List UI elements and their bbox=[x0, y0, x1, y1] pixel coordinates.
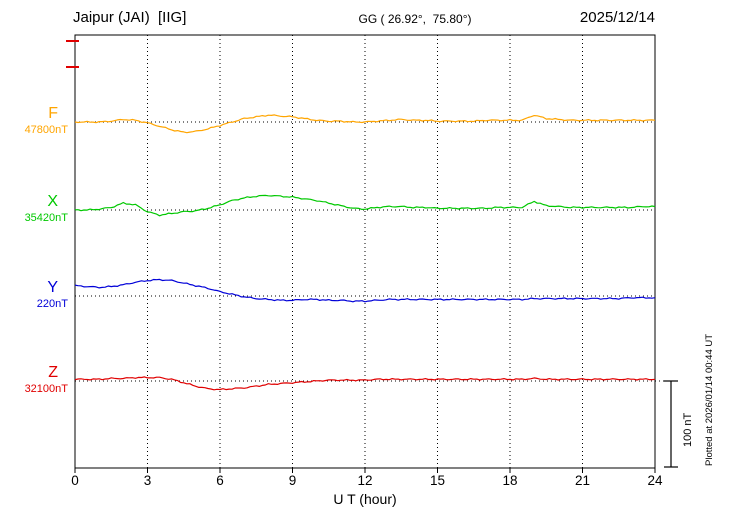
series-baseline-Y: 220nT bbox=[36, 298, 68, 310]
x-tick-label: 0 bbox=[71, 473, 79, 488]
station-title: Jaipur (JAI) [IIG] bbox=[73, 9, 187, 26]
plotted-at-note: Plotted at 2026/01/14 00:44 UT bbox=[704, 333, 715, 466]
plot-frame bbox=[74, 34, 656, 469]
series-baseline-F: 47800nT bbox=[24, 124, 68, 136]
series-label-F: F bbox=[48, 105, 58, 122]
series-baseline-Z: 32100nT bbox=[24, 383, 68, 395]
date-label: 2025/12/14 bbox=[579, 9, 655, 26]
x-tick-label: 15 bbox=[430, 473, 445, 488]
x-tick-label: 12 bbox=[357, 473, 372, 488]
gg-coordinates: GG ( 26.92°, 75.80°) bbox=[358, 12, 472, 26]
trace-Z bbox=[74, 376, 656, 391]
series-baseline-X: 35420nT bbox=[24, 212, 68, 224]
x-tick-label: 21 bbox=[575, 473, 590, 488]
x-tick-label: 9 bbox=[289, 473, 297, 488]
trace-F bbox=[74, 114, 656, 134]
series-label-Y: Y bbox=[47, 279, 58, 296]
trace-Y bbox=[74, 278, 656, 303]
x-tick-label: 18 bbox=[502, 473, 517, 488]
scale-bar-label: 100 nT bbox=[682, 412, 694, 447]
x-tick-label: 6 bbox=[216, 473, 224, 488]
trace-X bbox=[74, 194, 656, 217]
x-axis-title: U T (hour) bbox=[333, 491, 397, 507]
x-tick-label: 24 bbox=[647, 473, 663, 488]
x-tick-label: 3 bbox=[144, 473, 152, 488]
series-label-Z: Z bbox=[48, 364, 58, 381]
series-label-X: X bbox=[47, 193, 58, 210]
